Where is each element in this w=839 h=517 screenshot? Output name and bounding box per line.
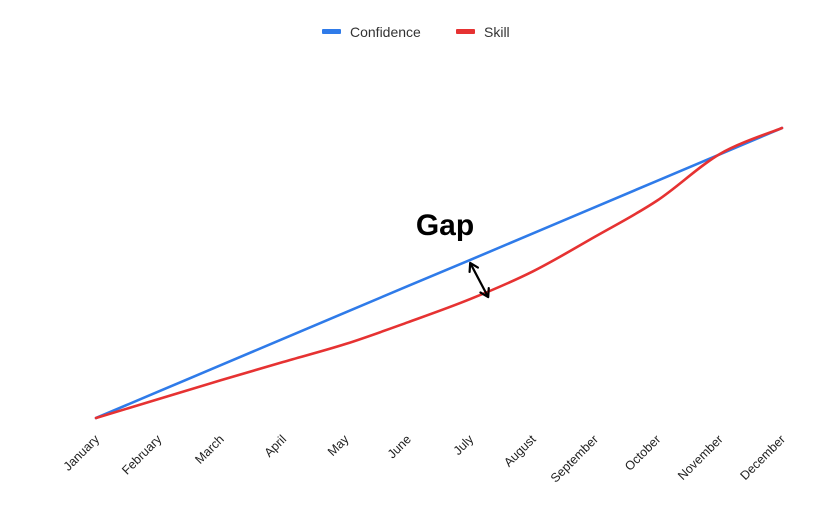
gap-arrow-head-bottom <box>479 287 490 299</box>
gap-annotation: Gap <box>416 209 490 299</box>
series-line-skill <box>94 126 784 420</box>
x-tick-label: May <box>325 432 352 459</box>
legend-label-confidence: Confidence <box>350 24 421 40</box>
gap-arrow-head-top <box>468 261 480 274</box>
legend-label-skill: Skill <box>484 24 510 40</box>
x-tick-label: September <box>548 432 601 485</box>
x-tick-label: August <box>501 432 539 470</box>
legend-swatch-confidence <box>322 29 341 34</box>
x-tick-label: October <box>622 432 663 473</box>
x-tick-label: April <box>262 432 290 460</box>
legend-swatch-skill <box>456 29 475 34</box>
gap-double-arrow-icon <box>468 261 490 299</box>
gap-arrow-shaft <box>469 262 490 298</box>
x-tick-label: January <box>61 432 103 474</box>
x-tick-label: December <box>737 432 788 483</box>
series-line-confidence <box>94 126 784 420</box>
x-tick-label: February <box>119 432 165 478</box>
chart-legend: Confidence Skill <box>322 24 510 40</box>
gap-label: Gap <box>416 209 474 242</box>
x-axis-tick-labels: January February March April May June July Augu… <box>61 432 788 486</box>
plot-area <box>94 126 784 420</box>
x-tick-label: June <box>385 432 414 461</box>
x-tick-label: November <box>675 432 726 483</box>
x-tick-label: March <box>192 432 226 466</box>
x-tick-label: July <box>451 432 477 458</box>
